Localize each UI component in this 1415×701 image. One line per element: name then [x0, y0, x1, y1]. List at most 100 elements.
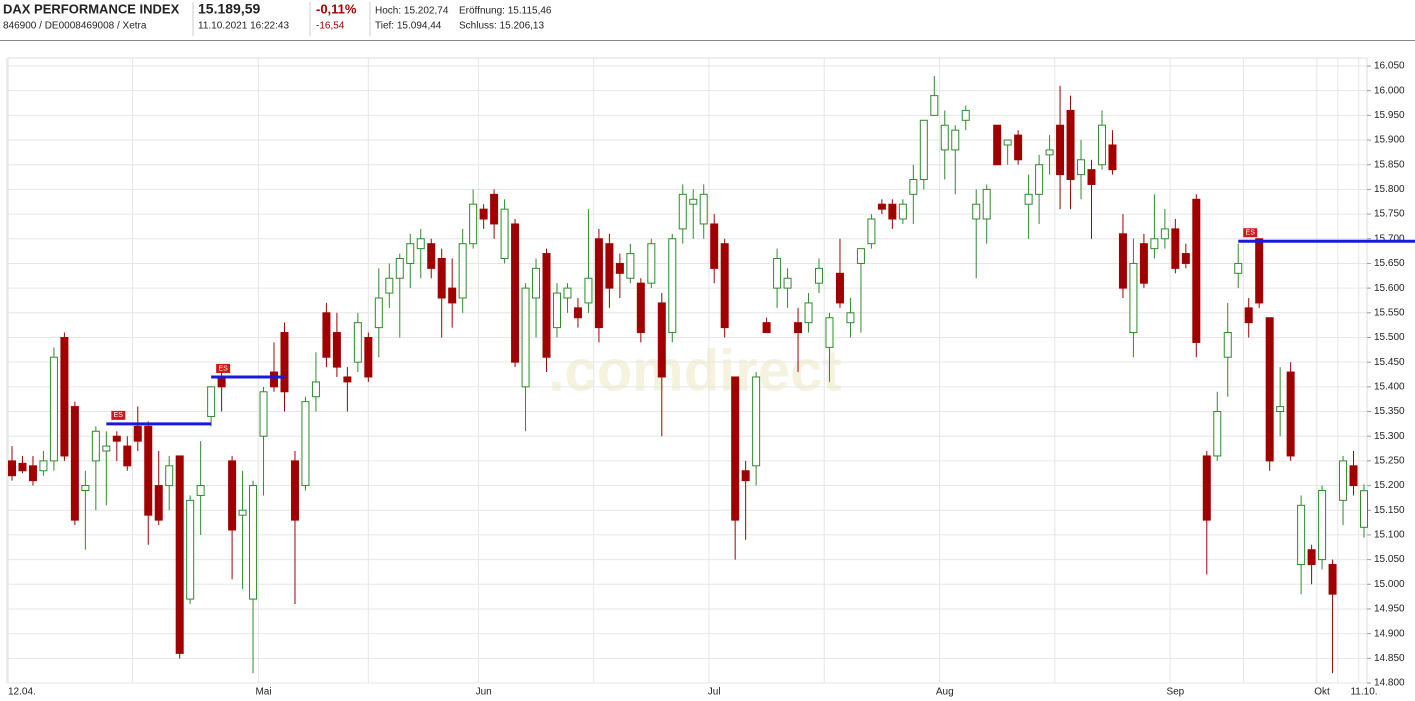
y-tick-label: 16.000 [1374, 85, 1405, 96]
candle-body [919, 119, 928, 181]
stat-low: Tief: 15.094,44 [375, 21, 442, 32]
candle-body [1171, 228, 1180, 269]
candle-body [668, 238, 677, 334]
candle-body [144, 425, 153, 516]
candle-body [1150, 238, 1159, 250]
y-tick-label: 15.700 [1374, 233, 1405, 244]
candle-body [458, 243, 467, 299]
candle-body [1223, 332, 1232, 358]
candle-body [154, 485, 163, 521]
candle-body [1024, 193, 1033, 205]
candle-body [112, 435, 121, 442]
candle-body [794, 322, 803, 334]
candle-body [573, 307, 582, 319]
candle-body [322, 312, 331, 358]
stat-open: Eröffnung: 15.115,46 [459, 6, 552, 17]
candle-body [280, 332, 289, 393]
y-tick-label: 15.050 [1374, 554, 1405, 565]
candle-body [406, 243, 415, 264]
y-tick-label: 15.400 [1374, 381, 1405, 392]
candle-body [165, 465, 174, 487]
candle-body [18, 462, 27, 472]
datetime: 11.10.2021 16:22:43 [198, 21, 289, 32]
x-tick-label: Jul [708, 687, 721, 698]
candle-body [364, 336, 373, 378]
candle-body [1255, 238, 1264, 304]
candle-body [196, 485, 205, 496]
candle-body [238, 509, 247, 516]
candle-body [982, 188, 991, 220]
candle-body [552, 292, 561, 329]
candle-body [563, 287, 572, 299]
candle-body [1045, 149, 1054, 156]
candle-body [207, 386, 216, 417]
candle-body [91, 430, 100, 462]
y-tick-label: 15.800 [1374, 184, 1405, 195]
candle-body [909, 179, 918, 195]
y-tick-label: 16.050 [1374, 61, 1405, 72]
y-tick-label: 14.950 [1374, 604, 1405, 615]
candle-body [1328, 564, 1337, 595]
x-tick-label: Jun [476, 687, 492, 698]
y-tick-label: 15.850 [1374, 159, 1405, 170]
candle-body [898, 203, 907, 220]
candle-body [1307, 549, 1316, 566]
candle-body [39, 460, 48, 472]
candle-body [1181, 253, 1190, 264]
candle-body [731, 376, 740, 521]
candle-body [448, 287, 457, 304]
y-tick-label: 14.800 [1374, 678, 1405, 689]
candle-body [1202, 455, 1211, 521]
candle-body [500, 208, 509, 260]
change-abs: -16,54 [316, 21, 345, 32]
candle-body [1087, 169, 1096, 185]
candle-body [835, 272, 844, 304]
candle-body [888, 203, 897, 220]
candle-body [615, 262, 624, 274]
candle-body [175, 455, 184, 654]
index-ids: 846900 / DE0008469008 / Xetra [3, 21, 147, 32]
candle-body [762, 322, 771, 334]
candle-body [259, 391, 268, 437]
candle-body [186, 499, 195, 600]
candle-body [123, 445, 132, 467]
candle-body [720, 243, 729, 329]
candle-body [60, 336, 69, 457]
es-label: ES [114, 412, 124, 419]
candle-body [1244, 307, 1253, 324]
candle-body [385, 277, 394, 294]
candle-body [1108, 144, 1117, 171]
x-tick-label: Mai [255, 687, 271, 698]
candle-body [584, 277, 593, 304]
candle-body [28, 465, 37, 482]
candle-body [511, 223, 520, 363]
es-badge [111, 410, 126, 420]
candle-body [1097, 124, 1106, 166]
candle-body [102, 445, 111, 452]
y-tick-label: 15.900 [1374, 135, 1405, 146]
y-tick-label: 15.950 [1374, 110, 1405, 121]
candle-body [804, 302, 813, 324]
candle-body [70, 406, 79, 521]
price: 15.189,59 [198, 1, 260, 17]
x-tick-label: 12.04. [8, 687, 36, 698]
candle-body [353, 322, 362, 363]
candle-body [636, 282, 645, 334]
y-tick-label: 15.200 [1374, 480, 1405, 491]
x-tick-label: Sep [1166, 687, 1184, 698]
y-tick-label: 15.350 [1374, 406, 1405, 417]
candle-body [605, 243, 614, 289]
candle-body [133, 425, 142, 442]
candle-body [1286, 371, 1295, 457]
candle-body [1318, 489, 1327, 561]
candle-body [1129, 262, 1138, 334]
candle-body [972, 203, 981, 220]
candle-body [877, 203, 886, 210]
candle-body [846, 312, 855, 324]
candle-body [1349, 465, 1358, 487]
candle-body [594, 238, 603, 329]
x-tick-label: Aug [936, 687, 954, 698]
candle-body [270, 371, 279, 388]
candle-body [710, 223, 719, 269]
